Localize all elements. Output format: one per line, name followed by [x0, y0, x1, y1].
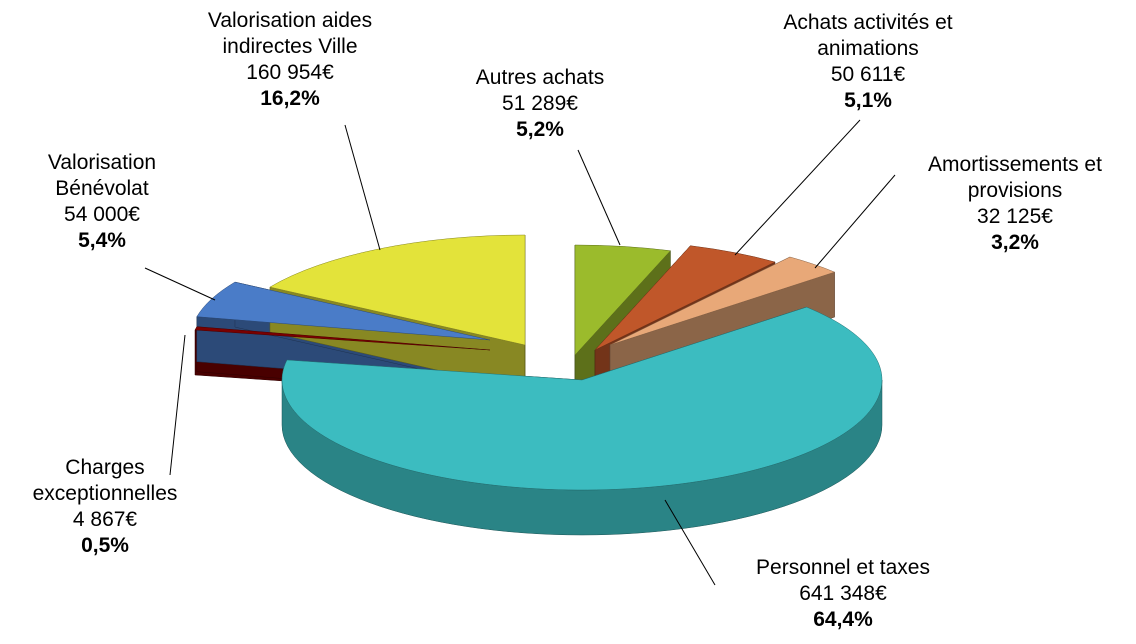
percent-label: 3,2% [991, 231, 1039, 254]
slice-label: Valorisation aides indirectes Ville 160 9… [170, 8, 410, 112]
slice [609, 256, 836, 346]
amount-label: 641 348€ [799, 582, 887, 605]
slice [574, 244, 671, 356]
amount-label: 51 289€ [502, 92, 578, 115]
category-label: Achats activités et animations [783, 11, 953, 60]
leader-line [664, 499, 716, 586]
amount-label: 54 000€ [64, 203, 140, 226]
slice-label: Achats activités et animations 50 611€ 5,1… [758, 10, 978, 114]
percent-label: 5,1% [844, 89, 892, 112]
slice [269, 234, 526, 346]
tops [194, 234, 883, 491]
leader-line [344, 124, 381, 251]
category-label: Personnel et taxes [756, 556, 930, 579]
category-label: Valorisation aides indirectes Ville [207, 9, 373, 58]
slice-label: Personnel et taxes 641 348€ 64,4% [713, 555, 973, 633]
amount-label: 160 954€ [246, 61, 334, 84]
slice-label: Amortissements et provisions 32 125€ 3,2% [895, 152, 1135, 256]
category-label: Valorisation Bénévolat [47, 151, 157, 200]
leader-line [734, 119, 861, 256]
leader-line [814, 174, 896, 269]
amount-label: 4 867€ [72, 508, 138, 531]
percent-label: 5,4% [78, 229, 126, 252]
category-label: Charges exceptionnelles [32, 456, 178, 505]
percent-label: 5,2% [516, 118, 564, 141]
slice [281, 306, 883, 491]
percent-label: 16,2% [260, 87, 320, 110]
slice-label: Valorisation Bénévolat 54 000€ 5,4% [27, 150, 177, 254]
leader-line [144, 267, 216, 301]
leader-line [577, 149, 621, 246]
category-label: Amortissements et provisions [928, 153, 1102, 202]
slice-label: Charges exceptionnelles 4 867€ 0,5% [10, 455, 200, 559]
category-label: Autres achats [475, 66, 605, 89]
slice [594, 245, 776, 351]
amount-label: 50 611€ [830, 63, 906, 86]
slice-label: Autres achats 51 289€ 5,2% [455, 65, 625, 143]
percent-label: 0,5% [81, 534, 129, 557]
leader-line [169, 334, 186, 476]
amount-label: 32 125€ [977, 205, 1053, 228]
slice [194, 326, 491, 351]
percent-label: 64,4% [813, 608, 873, 631]
